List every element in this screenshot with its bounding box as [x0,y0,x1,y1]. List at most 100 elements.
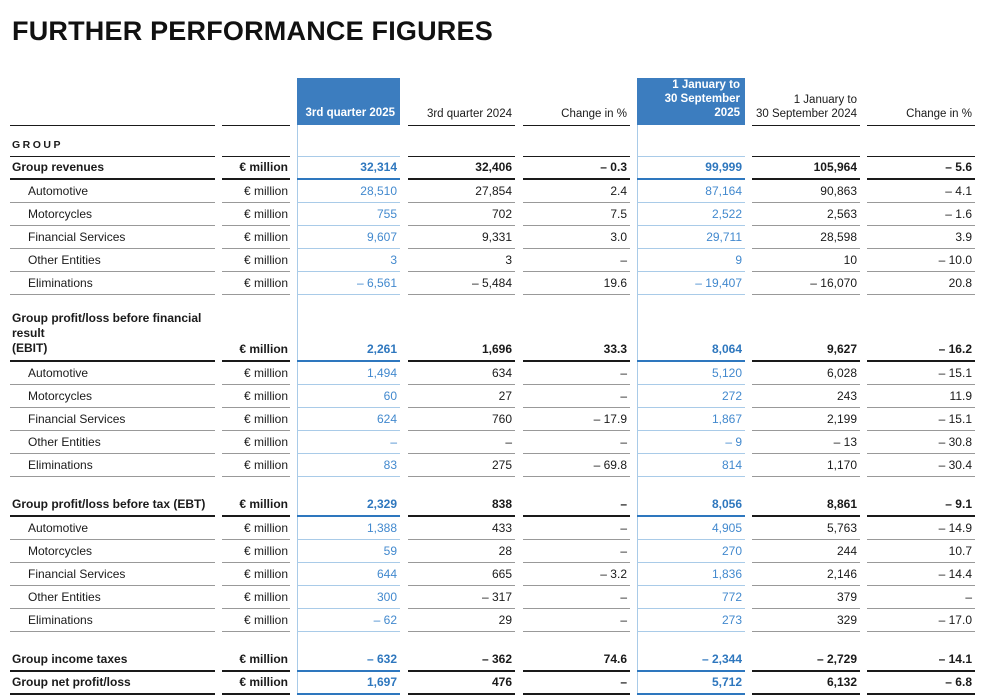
value-q3-2024: 3 [408,248,515,272]
table-row: Other Entities € million 3 3 – 9 10 – 10… [10,248,975,272]
value-q3-2024: 27 [408,384,515,408]
unit-cell: € million [222,648,290,672]
value-change-ytd: – 14.1 [867,648,975,672]
value-q3-2024: 28 [408,539,515,563]
row-label-line1: Motorcycles [28,206,93,221]
row-label: Automotive [10,361,215,385]
value-ytd-2025: 8,064 [636,311,745,362]
table-row: Automotive € million 1,388 433 – 4,905 5… [10,516,975,540]
row-label: Financial Services [10,225,215,249]
column-header-label: 3rd quarter 2025 [305,107,396,119]
value-ytd-2024: 379 [752,585,860,609]
value-ytd-2024: 9,627 [752,311,860,362]
table-row: Other Entities € million 300 – 317 – 772… [10,585,975,609]
value-ytd-2025: 4,905 [636,516,745,540]
value-change-ytd: – [867,585,975,609]
value-change-ytd: – 9.1 [867,493,975,517]
value-change-quarter: – [523,384,630,408]
row-label: Automotive [10,516,215,540]
value-q3-2025: 83 [296,453,400,477]
table-row: Financial Services € million 624 760 – 1… [10,407,975,431]
section-header-row: GROUP [10,125,975,157]
value-ytd-2025: 2,522 [636,202,745,226]
value-change-quarter: – [523,248,630,272]
unit-cell: € million [222,516,290,540]
table-row: Financial Services € million 9,607 9,331… [10,225,975,249]
unit-cell: € million [222,225,290,249]
value-ytd-2025: 272 [636,384,745,408]
value-ytd-2025: 5,120 [636,361,745,385]
column-header-label-line2: 30 September 2025 [664,93,740,119]
value-q3-2025: 1,494 [296,361,400,385]
value-ytd-2025: 1,836 [636,562,745,586]
cell [296,125,400,157]
row-label: Financial Services [10,407,215,431]
value-change-quarter: – [523,493,630,517]
row-label-line1: Group profit/loss before financial resul… [12,311,202,340]
row-label-line1: Automotive [28,183,89,198]
cell [222,125,290,157]
value-change-quarter: – 0.3 [523,156,630,180]
table-row: Eliminations € million – 6,561 – 5,484 1… [10,271,975,295]
value-q3-2025: 9,607 [296,225,400,249]
value-ytd-2024: 6,028 [752,361,860,385]
value-ytd-2025: 87,164 [636,179,745,203]
table-row: Motorcycles € million 60 27 – 272 243 11… [10,384,975,408]
row-label: Eliminations [10,608,215,632]
table-row: Group revenues € million 32,314 32,406 –… [10,156,975,180]
value-change-quarter: – [523,361,630,385]
value-ytd-2024: 28,598 [752,225,860,249]
value-ytd-2025: – 9 [636,430,745,454]
row-label-line1: Automotive [28,365,89,380]
value-q3-2025: – 632 [296,648,400,672]
column-header-ytd-2024: 1 January to 30 September 2024 [752,78,860,126]
value-q3-2024: 27,854 [408,179,515,203]
column-header-q3-2025: 3rd quarter 2025 [297,78,400,125]
column-header-change-quarter: Change in % [523,78,630,126]
value-q3-2024: – 362 [408,648,515,672]
page-title: FURTHER PERFORMANCE FIGURES [12,16,493,46]
row-label-line1: Eliminations [28,457,93,472]
section-spacer-row [10,294,975,311]
row-label: Other Entities [10,430,215,454]
unit-cell: € million [222,493,290,517]
performance-table: 3rd quarter 2025 3rd quarter 2024 Change… [10,78,975,695]
row-label-line1: Other Entities [28,252,101,267]
value-change-quarter: 3.0 [523,225,630,249]
row-label-line1: Financial Services [28,566,126,581]
value-change-quarter: – 69.8 [523,453,630,477]
value-q3-2025: 755 [296,202,400,226]
value-q3-2025: 28,510 [296,179,400,203]
unit-cell: € million [222,671,290,695]
cell [867,125,975,157]
row-label: Motorcycles [10,202,215,226]
row-label: Financial Services [10,562,215,586]
unit-cell: € million [222,361,290,385]
value-q3-2025: 2,261 [296,311,400,362]
row-label-line1: Financial Services [28,411,126,426]
value-q3-2024: 702 [408,202,515,226]
value-ytd-2024: – 13 [752,430,860,454]
value-ytd-2025: 29,711 [636,225,745,249]
table-row: Eliminations € million – 62 29 – 273 329… [10,608,975,632]
value-ytd-2025: 5,712 [636,671,745,695]
value-ytd-2025: 8,056 [636,493,745,517]
section-label: GROUP [10,125,215,157]
value-change-quarter: – 17.9 [523,407,630,431]
value-change-quarter: – [523,516,630,540]
value-change-quarter: 19.6 [523,271,630,295]
row-label: Other Entities [10,585,215,609]
row-label: Eliminations [10,271,215,295]
unit-cell: € million [222,311,290,362]
unit-cell: € million [222,202,290,226]
row-label-line1: Group profit/loss before tax (EBT) [12,497,206,511]
value-ytd-2025: – 19,407 [636,271,745,295]
row-label-line1: Automotive [28,520,89,535]
table-row: Motorcycles € million 59 28 – 270 244 10… [10,539,975,563]
value-change-quarter: 74.6 [523,648,630,672]
value-ytd-2024: 90,863 [752,179,860,203]
value-ytd-2024: 10 [752,248,860,272]
row-label: Group revenues [10,156,215,180]
unit-cell: € million [222,453,290,477]
value-q3-2024: – 317 [408,585,515,609]
